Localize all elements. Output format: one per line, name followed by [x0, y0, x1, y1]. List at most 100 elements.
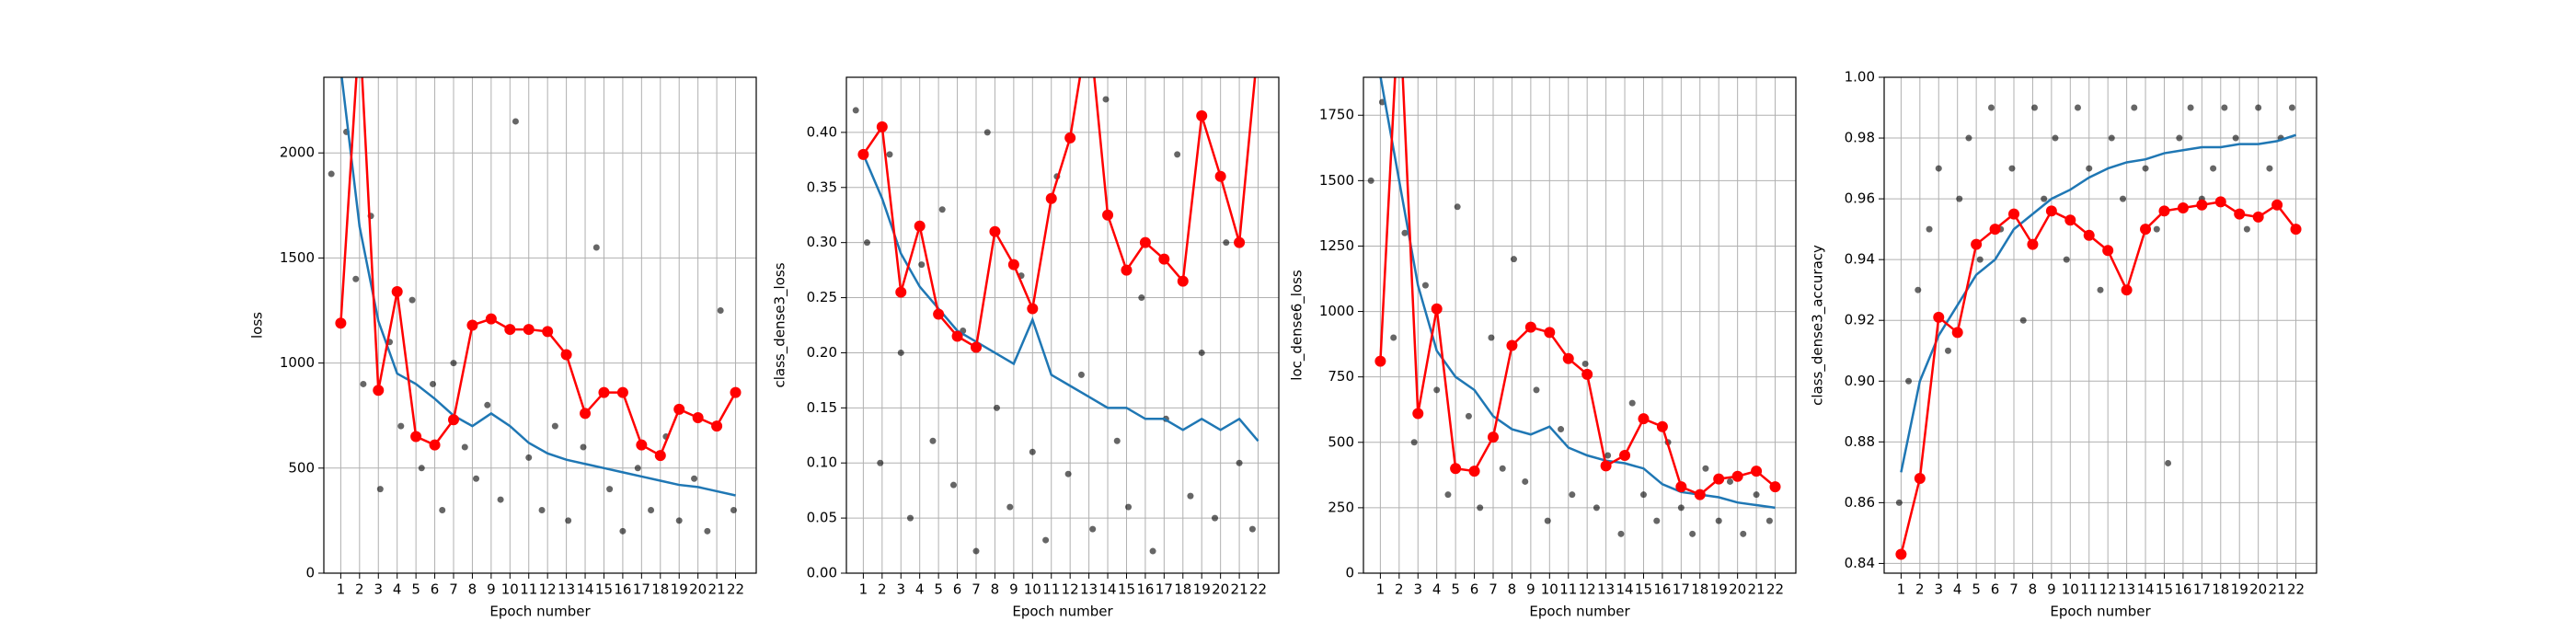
series-line [1900, 133, 2296, 473]
y-tick-label: 250 [1328, 499, 1354, 515]
point [1581, 360, 1589, 367]
y-axis-label: class_dense3_accuracy [1810, 245, 1827, 406]
marker [1933, 311, 1945, 323]
subplot: 1 2 3 4 5 6 7 8 9 10 11 12 13 14 15 16 17 18 19 20 21 220.000… [772, 17, 1280, 620]
x-tick-label: 10 [1024, 581, 1041, 598]
marker [857, 148, 869, 160]
point [328, 170, 335, 178]
marker [1121, 264, 1133, 276]
x-tick-label: 6 [953, 581, 962, 598]
marker [560, 349, 572, 361]
point [1689, 530, 1696, 537]
x-tick-label: 9 [1526, 581, 1535, 598]
x-tick-label: 17 [1156, 581, 1173, 598]
y-tick-label: 0.10 [807, 454, 837, 471]
x-tick-label: 9 [1009, 581, 1018, 598]
marker [971, 341, 982, 353]
point [1102, 96, 1110, 103]
point [2243, 225, 2250, 233]
marker [1027, 303, 1039, 315]
marker [1158, 253, 1170, 265]
subplot: 1 2 3 4 5 6 7 8 9 10 11 12 13 14 15 16 17 18 19 20 21 2205001… [249, 76, 757, 620]
marker [1214, 170, 1226, 182]
x-tick-label: 7 [1489, 581, 1498, 598]
point [1248, 525, 1256, 533]
x-tick-label: 21 [1231, 581, 1248, 598]
point [1187, 492, 1194, 500]
point [1976, 256, 1984, 263]
y-tick-label: 0.05 [807, 510, 837, 526]
marker [1989, 224, 2001, 236]
point [1935, 165, 1942, 172]
point [1593, 504, 1600, 512]
point [918, 261, 926, 269]
marker [1374, 355, 1386, 367]
marker [2214, 196, 2226, 208]
point [1198, 349, 1205, 356]
point [606, 486, 614, 493]
x-tick-label: 2 [355, 581, 364, 598]
point [512, 118, 519, 125]
point [2108, 134, 2115, 142]
marker [466, 319, 478, 331]
point [2187, 104, 2194, 111]
x-tick-label: 11 [2080, 581, 2098, 598]
x-tick-label: 22 [2287, 581, 2305, 598]
point [461, 443, 468, 451]
point [2221, 104, 2228, 111]
x-tick-label: 2 [878, 581, 887, 598]
point [730, 506, 737, 513]
x-tick-label: 4 [915, 581, 925, 598]
point [2063, 256, 2070, 263]
point [1089, 525, 1097, 533]
x-tick-label: 11 [1559, 581, 1577, 598]
point [484, 401, 491, 408]
point [704, 527, 711, 535]
marker [933, 308, 945, 320]
x-tick-label: 1 [1897, 581, 1906, 598]
point [906, 514, 914, 522]
y-tick-label: 1000 [1319, 303, 1354, 319]
point [592, 244, 600, 251]
x-tick-label: 17 [2193, 581, 2211, 598]
plot-area [852, 17, 1259, 555]
x-tick-label: 3 [1934, 581, 1943, 598]
marker [2102, 245, 2114, 257]
point [1715, 517, 1722, 524]
x-tick-label: 11 [520, 581, 537, 598]
x-tick-label: 7 [449, 581, 458, 598]
x-tick-label: 4 [1432, 581, 1442, 598]
point [1454, 203, 1461, 211]
x-axis-label: Epoch number [1012, 604, 1113, 620]
point [634, 465, 641, 472]
x-tick-label: 18 [1174, 581, 1191, 598]
point [408, 296, 416, 304]
point [1956, 195, 1963, 202]
marker [1394, 0, 1405, 3]
marker [2121, 284, 2133, 296]
point [418, 465, 425, 472]
point [1740, 530, 1747, 537]
marker [1064, 132, 1076, 144]
x-tick-label: 3 [1413, 581, 1422, 598]
point [497, 496, 504, 503]
point [938, 206, 946, 213]
x-tick-label: 21 [1748, 581, 1765, 598]
x-tick-label: 18 [651, 581, 669, 598]
y-axis-label: loc_dense6_loss [1289, 270, 1306, 381]
x-tick-label: 15 [1118, 581, 1135, 598]
x-tick-label: 16 [1136, 581, 1154, 598]
marker [1562, 352, 1574, 364]
point [1042, 536, 1050, 544]
point [2019, 316, 2027, 324]
marker [429, 439, 441, 451]
point [2052, 134, 2059, 142]
marker [1751, 466, 1763, 477]
marker [1084, 17, 1095, 28]
x-tick-label: 10 [2062, 581, 2079, 598]
point [2165, 459, 2172, 466]
marker [989, 225, 1001, 237]
point [2030, 104, 2038, 111]
marker [2234, 208, 2246, 220]
point [2176, 134, 2183, 142]
